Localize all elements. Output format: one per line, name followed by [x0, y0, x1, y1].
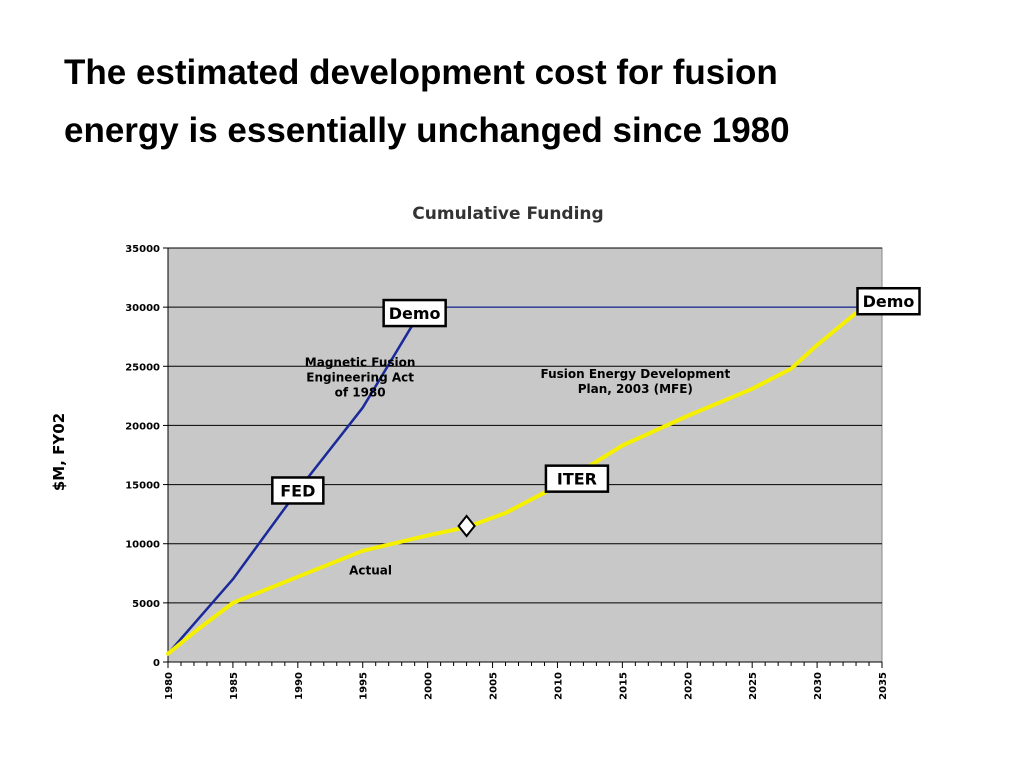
- y-tick-label-5000: 5000: [132, 599, 160, 610]
- x-tick-label-2000: 2000: [424, 672, 435, 700]
- axes: 0 5000 10000 15000 20000 25000 30000 35000 1980 1…: [125, 244, 889, 700]
- x-tick-label-1990: 1990: [294, 672, 305, 700]
- y-tick-label-20000: 20000: [125, 421, 160, 432]
- x-tick-label-2005: 2005: [489, 672, 500, 700]
- box-label-iter: ITER: [557, 470, 597, 489]
- annotation-plan_label-line-1: Fusion Energy Development: [541, 367, 731, 381]
- chart-title: Cumulative Funding: [412, 204, 603, 224]
- box-demo_1: [382, 298, 447, 328]
- annotation-plan_label-line-2: Plan, 2003 (MFE): [578, 382, 693, 396]
- plot-area: [167, 247, 883, 663]
- y-tick-label-35000: 35000: [125, 244, 160, 255]
- box-label-demo_2: Demo: [863, 292, 915, 311]
- x-tick-label-2015: 2015: [618, 672, 629, 700]
- marker-today_marker: [457, 514, 476, 538]
- slide-title-line-2: energy is essentially unchanged since 19…: [64, 111, 790, 150]
- x-tick-label-2010: 2010: [553, 672, 564, 700]
- slide-title: The estimated development cost for fusio…: [64, 44, 964, 160]
- box-iter: [544, 464, 610, 493]
- series-line-fusion_plan: [166, 311, 858, 656]
- box-label-demo_1: Demo: [389, 304, 441, 323]
- annotation-mfe_act_label-line-2: Engineering Act: [306, 370, 414, 384]
- x-tick-label-1995: 1995: [359, 672, 370, 700]
- y-tick-label-30000: 30000: [125, 303, 160, 314]
- x-tick-label-2020: 2020: [683, 672, 694, 700]
- y-axis-label: $M, FY02: [50, 413, 68, 491]
- box-label-fed: FED: [280, 481, 315, 500]
- box-fed: [271, 476, 325, 505]
- annotation-actual_label-line-1: Actual: [349, 563, 392, 577]
- x-tick-label-2035: 2035: [878, 672, 889, 700]
- box-demo_2: [856, 286, 921, 316]
- x-tick-label-1985: 1985: [229, 672, 240, 700]
- y-tick-label-15000: 15000: [125, 481, 160, 492]
- y-tick-label-0: 0: [153, 658, 160, 669]
- x-tick-label-1980: 1980: [164, 672, 175, 700]
- x-tick-label-2030: 2030: [813, 672, 824, 700]
- annotation-mfe_act_label-line-1: Magnetic Fusion: [305, 355, 416, 369]
- y-tick-label-10000: 10000: [125, 540, 160, 551]
- x-tick-label-2025: 2025: [748, 672, 759, 700]
- annotation-mfe_act_label-line-3: of 1980: [335, 385, 386, 399]
- slide-title-line-1: The estimated development cost for fusio…: [64, 53, 778, 92]
- y-tick-label-25000: 25000: [125, 362, 160, 373]
